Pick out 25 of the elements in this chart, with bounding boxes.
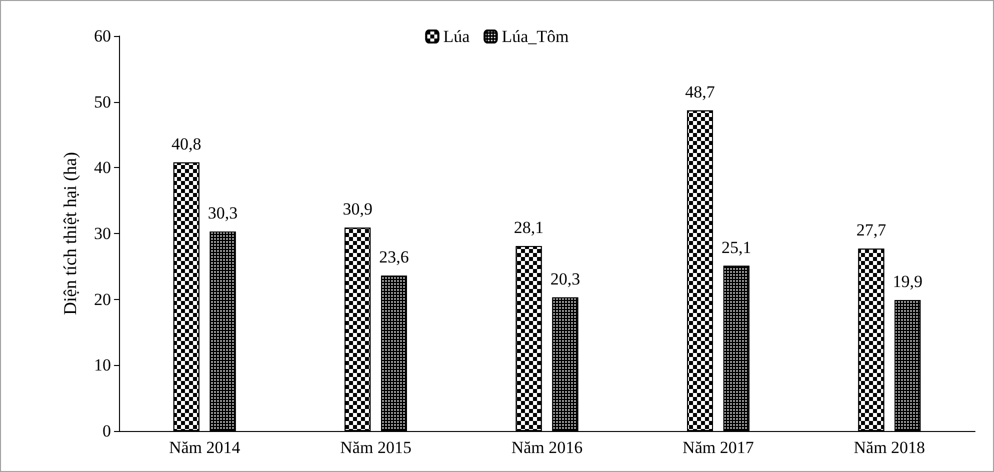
y-tick-label: 0 [102,422,111,440]
y-tick-label: 10 [94,356,111,375]
y-tick-label: 30 [94,224,111,243]
legend-label: Lúa_Tôm [502,27,569,46]
data-label: 23,6 [379,248,409,267]
y-tick-label: 50 [94,92,111,112]
y-tick-label: 40 [94,158,111,178]
x-tick-label: Năm 2014 [168,438,241,457]
data-label: 48,7 [685,82,716,102]
x-tick-label: Năm 2015 [340,438,412,457]
x-tick-label: Năm 2016 [511,438,583,457]
data-label: 28,1 [514,218,544,238]
data-label: 40,8 [172,134,202,154]
y-tick-label: 20 [94,290,111,309]
x-tick-label: Năm 2018 [854,438,926,457]
y-axis-title: Diện tích thiệt hại (ha) [60,152,80,315]
data-label: 30,3 [208,204,238,223]
legend-label: Lúa [443,27,470,46]
x-tick-label: Năm 2017 [682,438,754,457]
data-label: 20,3 [550,269,580,288]
data-label: 19,9 [892,272,922,291]
data-label: 27,7 [856,220,887,240]
data-label: 25,1 [722,238,752,257]
data-label: 30,9 [342,200,372,219]
y-tick-label: 60 [94,26,111,46]
